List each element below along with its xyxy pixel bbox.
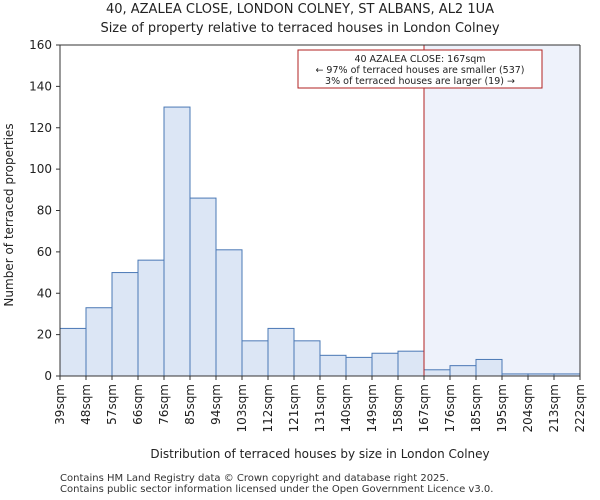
histogram-bar bbox=[241, 340, 269, 377]
histogram-bar bbox=[345, 356, 373, 377]
x-tick-label: 48sqm bbox=[79, 384, 93, 425]
y-tick-label: 120 bbox=[29, 121, 52, 135]
annotation-line-2: ← 97% of terraced houses are smaller (53… bbox=[315, 65, 524, 76]
histogram-bar bbox=[293, 340, 321, 377]
x-tick-label: 57sqm bbox=[105, 384, 119, 425]
x-tick-label: 185sqm bbox=[469, 384, 483, 432]
annotation-line-3: 3% of terraced houses are larger (19) → bbox=[325, 76, 515, 87]
histogram-bar bbox=[189, 197, 217, 377]
y-tick-label: 160 bbox=[29, 38, 52, 52]
x-tick-label: 140sqm bbox=[339, 384, 353, 432]
x-tick-label: 204sqm bbox=[521, 384, 535, 432]
y-tick-label: 140 bbox=[29, 79, 52, 93]
x-tick-label: 176sqm bbox=[443, 384, 457, 432]
chart-title: 40, AZALEA CLOSE, LONDON COLNEY, ST ALBA… bbox=[105, 2, 495, 17]
histogram-bar bbox=[59, 327, 87, 377]
x-tick-label: 222sqm bbox=[573, 384, 587, 432]
histogram-bar bbox=[85, 307, 113, 377]
x-tick-label: 85sqm bbox=[183, 384, 197, 425]
annotation-line-1: 40 AZALEA CLOSE: 167sqm bbox=[354, 54, 485, 65]
x-tick-label: 39sqm bbox=[53, 384, 67, 425]
histogram-bar bbox=[371, 352, 399, 377]
x-tick-label: 112sqm bbox=[261, 384, 275, 432]
x-tick-label: 66sqm bbox=[131, 384, 145, 425]
x-tick-label: 94sqm bbox=[209, 384, 223, 425]
histogram-bar bbox=[215, 249, 243, 377]
footer-line-2: Contains public sector information licen… bbox=[60, 484, 494, 495]
x-tick-label: 149sqm bbox=[365, 384, 379, 432]
x-axis-label: Distribution of terraced houses by size … bbox=[150, 447, 489, 461]
y-tick-label: 40 bbox=[37, 286, 52, 300]
x-tick-label: 76sqm bbox=[157, 384, 171, 425]
x-tick-label: 167sqm bbox=[417, 384, 431, 432]
y-tick-label: 20 bbox=[37, 328, 52, 342]
y-tick-label: 60 bbox=[37, 245, 52, 259]
y-tick-label: 80 bbox=[37, 204, 52, 218]
histogram-bar bbox=[475, 358, 503, 377]
y-axis-label: Number of terraced properties bbox=[2, 123, 16, 306]
x-tick-label: 103sqm bbox=[235, 384, 249, 432]
x-tick-label: 195sqm bbox=[495, 384, 509, 432]
annotation-box bbox=[297, 49, 543, 89]
x-tick-label: 131sqm bbox=[313, 384, 327, 432]
y-tick-label: 100 bbox=[29, 162, 52, 176]
histogram-bar bbox=[163, 106, 191, 377]
histogram-bar bbox=[267, 327, 295, 377]
histogram-bar bbox=[111, 272, 139, 377]
x-tick-label: 121sqm bbox=[287, 384, 301, 432]
y-tick-label: 0 bbox=[44, 369, 52, 383]
histogram-bar bbox=[449, 365, 477, 377]
histogram-bar bbox=[423, 369, 451, 377]
histogram-bar bbox=[137, 259, 165, 377]
histogram-bar bbox=[397, 350, 425, 377]
highlight-region bbox=[424, 45, 580, 376]
footer-line-1: Contains HM Land Registry data © Crown c… bbox=[60, 473, 449, 484]
chart-subtitle: Size of property relative to terraced ho… bbox=[100, 21, 500, 36]
histogram-bar bbox=[319, 354, 347, 377]
x-tick-label: 158sqm bbox=[391, 384, 405, 432]
x-tick-label: 213sqm bbox=[547, 384, 561, 432]
